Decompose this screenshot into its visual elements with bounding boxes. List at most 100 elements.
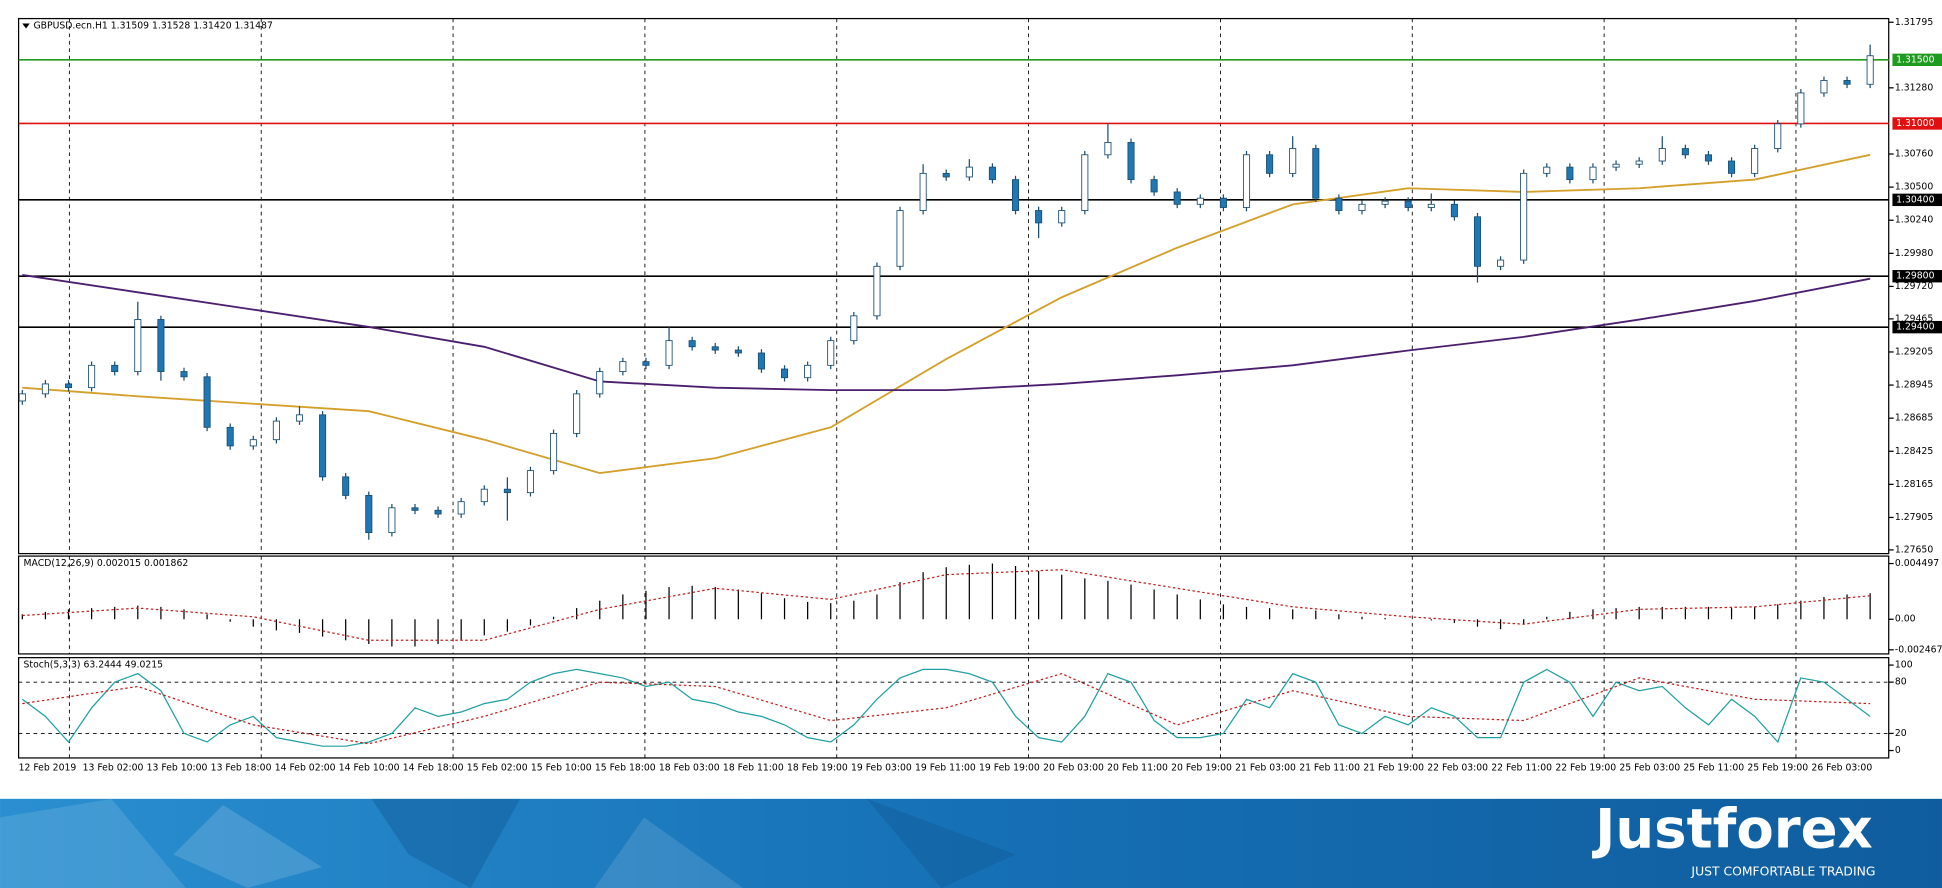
- y-tick-label: -0.002467: [1895, 644, 1942, 655]
- candle-body: [180, 371, 188, 378]
- level-label: 1.31500: [1896, 54, 1934, 65]
- candle-body: [1219, 197, 1227, 208]
- level-label: 1.31000: [1896, 118, 1934, 129]
- candle-body: [1635, 160, 1643, 165]
- x-tick-label: 13 Feb 02:00: [83, 762, 144, 773]
- y-tick-label: 1.31280: [1895, 82, 1933, 93]
- x-tick-label: 25 Feb 19:00: [1747, 762, 1808, 773]
- y-tick-label: 1.29205: [1895, 346, 1933, 357]
- candle-body: [1358, 203, 1366, 211]
- x-tick-label: 12 Feb 2019: [19, 762, 77, 773]
- x-tick-label: 18 Feb 03:00: [659, 762, 720, 773]
- candle-body: [1612, 163, 1620, 168]
- moving-average: [22, 274, 1871, 392]
- x-tick-label: 13 Feb 10:00: [147, 762, 208, 773]
- y-tick-label: 0.00: [1895, 614, 1916, 625]
- candle-body: [1566, 166, 1574, 181]
- candle-body: [1104, 142, 1112, 156]
- panel-title: MACD(12,26,9) 0.002015 0.001862: [24, 558, 189, 569]
- candle-body: [157, 319, 165, 373]
- y-tick-label: 1.29980: [1895, 248, 1933, 259]
- candle-body: [365, 494, 373, 534]
- x-tick-label: 26 Feb 03:00: [1811, 762, 1872, 773]
- candle-body: [1150, 179, 1158, 193]
- level-label: 1.29400: [1896, 322, 1934, 333]
- candle-body: [434, 509, 442, 515]
- candle-body: [1843, 80, 1851, 85]
- candle-body: [1704, 154, 1712, 162]
- candle-body: [272, 420, 280, 441]
- candle-body: [64, 383, 73, 389]
- candle-body: [1381, 200, 1389, 205]
- menu-arrow: [22, 23, 30, 29]
- candle-body: [850, 315, 858, 342]
- x-tick-label: 20 Feb 03:00: [1043, 762, 1104, 773]
- candle-body: [1774, 123, 1782, 149]
- candle-body: [1266, 154, 1274, 174]
- candle-body: [1866, 55, 1874, 85]
- candle-body: [1081, 154, 1089, 211]
- candle-body: [1497, 259, 1505, 267]
- x-tick-label: 19 Feb 03:00: [851, 762, 912, 773]
- candle-body: [965, 166, 973, 178]
- candle-body: [1312, 148, 1320, 199]
- candle-body: [804, 364, 812, 379]
- x-tick-label: 20 Feb 19:00: [1171, 762, 1232, 773]
- candle-body: [388, 507, 396, 534]
- y-tick-label: 100: [1895, 660, 1913, 671]
- y-tick-label: 1.30240: [1895, 215, 1933, 226]
- candle-body: [596, 371, 604, 395]
- candle-body: [88, 364, 96, 389]
- candle-body: [411, 507, 419, 511]
- candle-body: [642, 361, 650, 366]
- candle-body: [757, 352, 765, 370]
- panel-frame: [17, 555, 1890, 655]
- candle-body: [1728, 160, 1736, 174]
- candle-body: [1820, 80, 1828, 94]
- candle-body: [41, 383, 49, 395]
- x-tick-label: 25 Feb 03:00: [1619, 762, 1680, 773]
- candle-body: [665, 340, 673, 366]
- candle-body: [1543, 166, 1551, 174]
- x-tick-label: 19 Feb 11:00: [915, 762, 976, 773]
- candle-body: [734, 349, 742, 354]
- candle-body: [1058, 210, 1066, 224]
- x-tick-label: 21 Feb 11:00: [1299, 762, 1360, 773]
- x-tick-label: 22 Feb 11:00: [1491, 762, 1552, 773]
- candle-body: [457, 501, 465, 515]
- level-tag: [1892, 320, 1942, 334]
- x-tick-label: 14 Feb 02:00: [275, 762, 336, 773]
- x-tick-label: 20 Feb 11:00: [1107, 762, 1168, 773]
- candle-body: [1520, 172, 1528, 261]
- banner-shape: [866, 798, 1016, 888]
- candle-body: [319, 414, 327, 478]
- y-tick-label: 80: [1895, 677, 1907, 688]
- candle-body: [503, 488, 511, 494]
- banner: Justforex JUST COMFORTABLE TRADING: [0, 796, 1942, 888]
- y-tick-label: 1.29465: [1895, 313, 1933, 324]
- candle-body: [1589, 166, 1597, 181]
- x-tick-label: 25 Feb 11:00: [1683, 762, 1744, 773]
- candle-body: [1242, 154, 1251, 208]
- x-tick-label: 18 Feb 19:00: [787, 762, 848, 773]
- candle-body: [1658, 148, 1666, 162]
- level-label: 1.30400: [1896, 194, 1934, 205]
- candle-body: [1404, 200, 1412, 208]
- tagline: JUST COMFORTABLE TRADING: [1690, 864, 1875, 878]
- candle-body: [1173, 191, 1181, 205]
- candle-body: [711, 346, 719, 351]
- x-tick-label: 21 Feb 03:00: [1235, 762, 1296, 773]
- candle-body: [827, 340, 835, 366]
- candle-body: [1450, 203, 1458, 218]
- x-tick-label: 13 Feb 18:00: [211, 762, 272, 773]
- banner-shape: [173, 805, 323, 888]
- y-tick-label: 20: [1895, 728, 1907, 739]
- y-tick-label: 1.27905: [1895, 512, 1933, 523]
- candle-body: [1473, 216, 1482, 267]
- logo: Justforex: [1591, 796, 1873, 860]
- candle-body: [1797, 92, 1805, 125]
- level-tag: [1892, 193, 1942, 207]
- panel-title: GBPUSD.ecn.H1 1.31509 1.31528 1.31420 1.…: [33, 21, 272, 32]
- y-tick-label: 1.31795: [1895, 17, 1933, 28]
